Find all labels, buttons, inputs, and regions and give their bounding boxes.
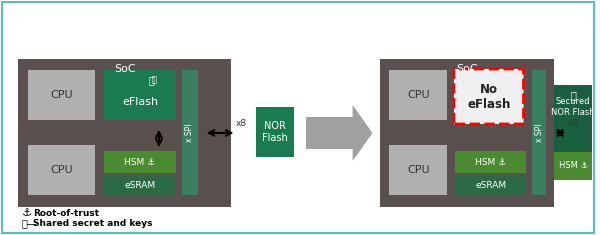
Text: ⚿—: ⚿— [22, 218, 37, 228]
Polygon shape [306, 105, 373, 161]
Bar [104, 70, 176, 120]
Text: eFlash: eFlash [122, 97, 158, 107]
Text: CPU: CPU [407, 165, 430, 175]
Text: CPU: CPU [50, 90, 73, 100]
Bar [104, 175, 176, 195]
Text: SoC: SoC [457, 64, 478, 74]
Bar [182, 70, 197, 195]
Text: Root-of-trust: Root-of-trust [33, 208, 99, 218]
Bar [554, 85, 592, 180]
Bar [455, 175, 526, 195]
Bar [256, 107, 294, 157]
Bar [554, 152, 592, 180]
Text: eSRAM: eSRAM [125, 180, 155, 189]
Text: x SPI: x SPI [185, 124, 194, 142]
Text: HSM ⚓: HSM ⚓ [559, 161, 587, 171]
Bar [389, 145, 447, 195]
Bar [28, 70, 95, 120]
Bar [532, 70, 547, 195]
Text: eSRAM: eSRAM [475, 180, 506, 189]
Bar [455, 151, 526, 173]
Text: x8: x8 [568, 118, 579, 128]
Text: HSM ⚓: HSM ⚓ [475, 157, 506, 167]
Text: CPU: CPU [50, 165, 73, 175]
Text: ⚓: ⚓ [22, 208, 32, 218]
Bar [18, 59, 232, 207]
Bar [28, 145, 95, 195]
Text: ⚿: ⚿ [148, 75, 154, 85]
FancyBboxPatch shape [454, 69, 523, 124]
Bar [380, 59, 554, 207]
Text: x8: x8 [236, 118, 247, 128]
Text: HSM ⚓: HSM ⚓ [124, 157, 155, 167]
Text: 🔑: 🔑 [151, 75, 157, 85]
Text: Shared secret and keys: Shared secret and keys [33, 219, 152, 227]
Bar [104, 151, 176, 173]
Text: CPU: CPU [407, 90, 430, 100]
Text: ⚿: ⚿ [570, 90, 576, 100]
Bar [389, 70, 447, 120]
Text: SoC: SoC [114, 64, 136, 74]
Text: NOR
Flash: NOR Flash [262, 121, 288, 143]
Text: No
eFlash: No eFlash [467, 83, 511, 111]
Text: x SPI: x SPI [535, 124, 544, 142]
Text: Secured
NOR Flash: Secured NOR Flash [551, 97, 595, 117]
